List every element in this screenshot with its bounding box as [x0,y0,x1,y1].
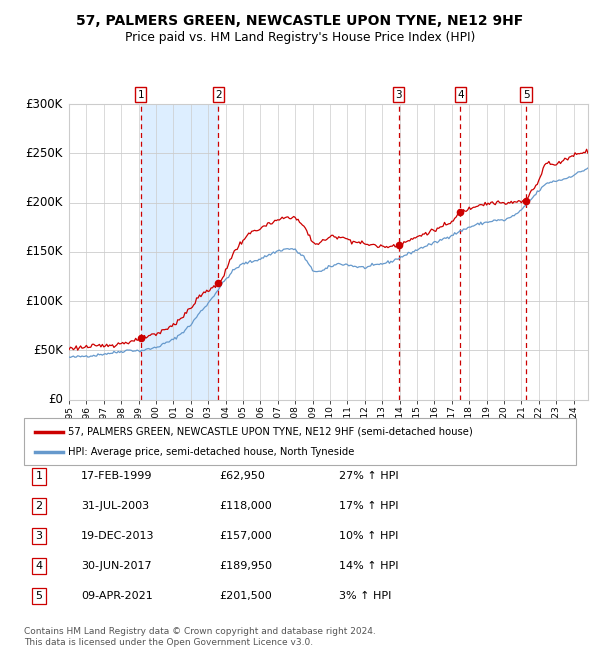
Text: 19-DEC-2013: 19-DEC-2013 [81,531,155,541]
Text: 30-JUN-2017: 30-JUN-2017 [81,561,152,571]
Text: 27% ↑ HPI: 27% ↑ HPI [339,471,398,482]
Text: £150K: £150K [25,245,63,258]
Text: 5: 5 [523,90,529,99]
Text: 31-JUL-2003: 31-JUL-2003 [81,501,149,512]
Text: £118,000: £118,000 [219,501,272,512]
Text: £300K: £300K [26,98,63,111]
Text: 10% ↑ HPI: 10% ↑ HPI [339,531,398,541]
Text: Contains HM Land Registry data © Crown copyright and database right 2024.
This d: Contains HM Land Registry data © Crown c… [24,627,376,647]
Text: £62,950: £62,950 [219,471,265,482]
Text: £250K: £250K [25,147,63,160]
Text: £0: £0 [48,393,63,406]
Text: 3% ↑ HPI: 3% ↑ HPI [339,591,391,601]
Text: 2: 2 [215,90,221,99]
Text: 14% ↑ HPI: 14% ↑ HPI [339,561,398,571]
Text: 17-FEB-1999: 17-FEB-1999 [81,471,152,482]
Text: 1: 1 [35,471,43,482]
Text: 3: 3 [35,531,43,541]
Text: £100K: £100K [25,294,63,307]
Text: 09-APR-2021: 09-APR-2021 [81,591,153,601]
Text: Price paid vs. HM Land Registry's House Price Index (HPI): Price paid vs. HM Land Registry's House … [125,31,475,44]
Text: £50K: £50K [33,344,63,357]
Text: 1: 1 [137,90,144,99]
Text: HPI: Average price, semi-detached house, North Tyneside: HPI: Average price, semi-detached house,… [68,447,354,457]
Text: £189,950: £189,950 [219,561,272,571]
Text: 57, PALMERS GREEN, NEWCASTLE UPON TYNE, NE12 9HF: 57, PALMERS GREEN, NEWCASTLE UPON TYNE, … [76,14,524,29]
Text: £157,000: £157,000 [219,531,272,541]
Text: 4: 4 [35,561,43,571]
Text: £201,500: £201,500 [219,591,272,601]
Text: 3: 3 [395,90,402,99]
Text: 17% ↑ HPI: 17% ↑ HPI [339,501,398,512]
Text: 5: 5 [35,591,43,601]
Text: 57, PALMERS GREEN, NEWCASTLE UPON TYNE, NE12 9HF (semi-detached house): 57, PALMERS GREEN, NEWCASTLE UPON TYNE, … [68,427,473,437]
Text: 2: 2 [35,501,43,512]
Bar [141,104,218,400]
Text: £200K: £200K [25,196,63,209]
Text: 4: 4 [457,90,464,99]
